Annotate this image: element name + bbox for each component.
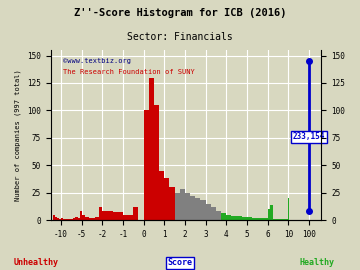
- Bar: [286, 219, 288, 220]
- Bar: [180, 189, 185, 220]
- Bar: [95, 217, 99, 220]
- Bar: [190, 196, 195, 220]
- Bar: [102, 211, 113, 220]
- Text: Score: Score: [167, 258, 193, 267]
- Bar: [67, 219, 69, 220]
- Bar: [268, 209, 270, 220]
- Bar: [77, 218, 80, 220]
- Bar: [113, 212, 123, 220]
- Bar: [185, 193, 190, 220]
- Bar: [170, 187, 175, 220]
- Text: Healthy: Healthy: [299, 258, 334, 267]
- Text: Sector: Financials: Sector: Financials: [127, 32, 233, 42]
- Bar: [275, 219, 278, 220]
- Bar: [195, 198, 201, 220]
- Bar: [80, 211, 82, 220]
- Bar: [69, 219, 71, 220]
- Bar: [159, 171, 164, 220]
- Bar: [82, 215, 85, 220]
- Bar: [283, 219, 286, 220]
- Bar: [73, 218, 76, 220]
- Bar: [221, 214, 226, 220]
- Bar: [76, 217, 77, 220]
- Bar: [53, 215, 55, 220]
- Text: Z''-Score Histogram for ICB (2016): Z''-Score Histogram for ICB (2016): [74, 8, 286, 18]
- Bar: [280, 219, 283, 220]
- Bar: [278, 219, 280, 220]
- Bar: [99, 207, 102, 220]
- Bar: [201, 200, 206, 220]
- Bar: [71, 219, 73, 220]
- Bar: [242, 217, 247, 220]
- Bar: [89, 218, 92, 220]
- Bar: [262, 218, 268, 220]
- Bar: [133, 207, 139, 220]
- Bar: [257, 218, 262, 220]
- Bar: [273, 219, 275, 220]
- Text: The Research Foundation of SUNY: The Research Foundation of SUNY: [63, 69, 195, 75]
- Bar: [164, 178, 170, 220]
- Bar: [63, 219, 65, 220]
- Text: ©www.textbiz.org: ©www.textbiz.org: [63, 58, 131, 64]
- Bar: [57, 218, 59, 220]
- Bar: [154, 105, 159, 220]
- Bar: [270, 205, 273, 220]
- Y-axis label: Number of companies (997 total): Number of companies (997 total): [15, 69, 22, 201]
- Bar: [237, 216, 242, 220]
- Bar: [226, 215, 231, 220]
- Bar: [61, 218, 63, 220]
- Bar: [85, 217, 89, 220]
- Bar: [65, 219, 67, 220]
- Bar: [247, 217, 252, 220]
- Bar: [149, 77, 154, 220]
- Bar: [211, 207, 216, 220]
- Bar: [206, 204, 211, 220]
- Bar: [252, 218, 257, 220]
- Text: Unhealthy: Unhealthy: [14, 258, 58, 267]
- Bar: [216, 211, 221, 220]
- Bar: [144, 110, 149, 220]
- Bar: [123, 215, 133, 220]
- Bar: [231, 216, 237, 220]
- Bar: [59, 219, 61, 220]
- Text: 233,154: 233,154: [293, 132, 325, 141]
- Bar: [175, 193, 180, 220]
- Bar: [55, 217, 57, 220]
- Bar: [92, 218, 95, 220]
